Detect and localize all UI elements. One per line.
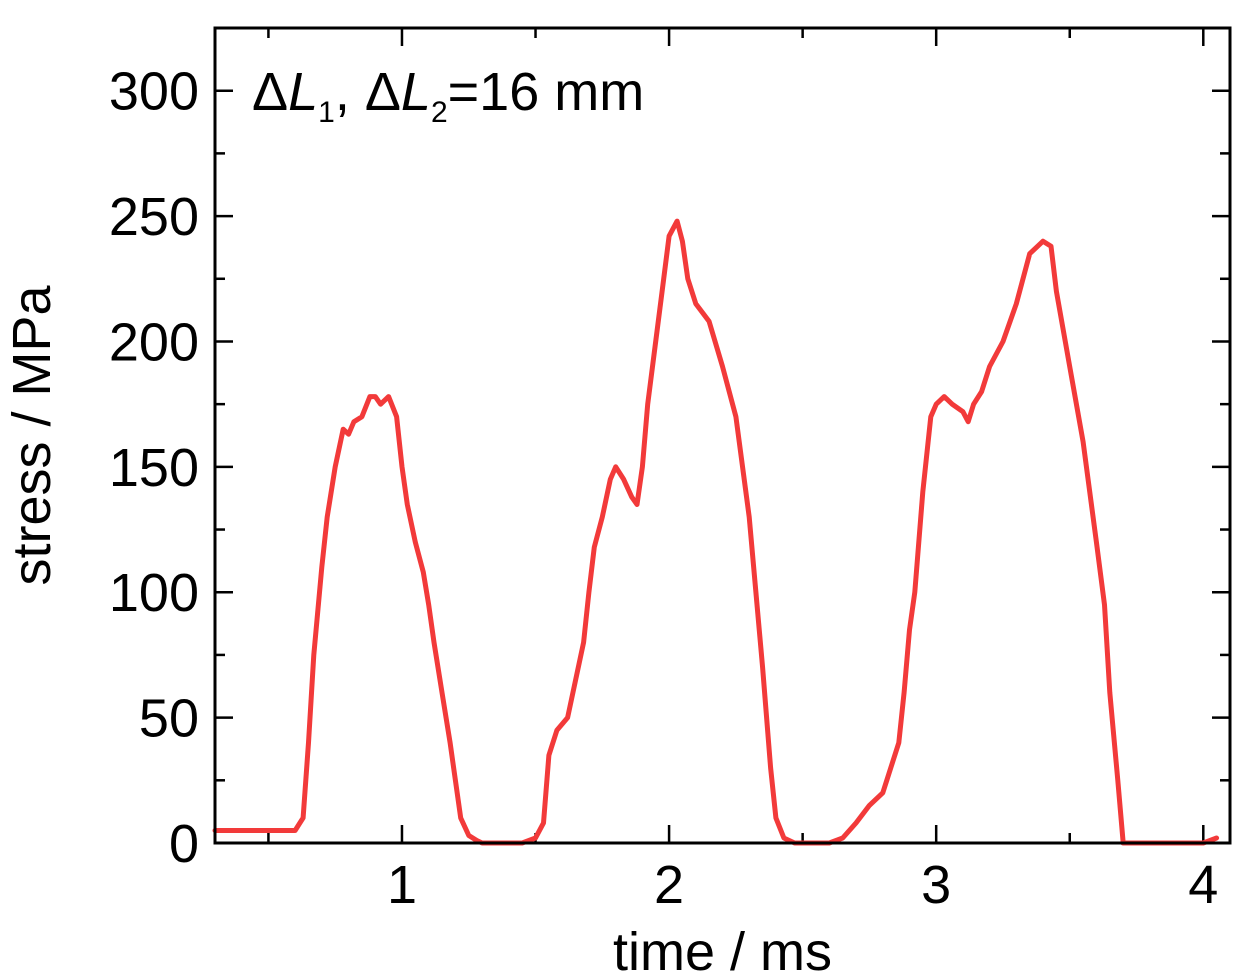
axis-ticks bbox=[215, 26, 1230, 845]
x-tick-label: 3 bbox=[921, 855, 951, 915]
x-tick-label: 2 bbox=[654, 855, 684, 915]
y-tick-label: 0 bbox=[169, 814, 199, 874]
stress-series-line bbox=[212, 218, 1220, 846]
y-tick-label: 150 bbox=[109, 438, 199, 498]
x-axis-label: time / ms bbox=[613, 922, 832, 976]
tick-labels: 0 50 100 150 200 250 300 1 2 3 4 bbox=[109, 62, 1218, 915]
annotation-sub1: 1 bbox=[318, 96, 335, 129]
annotation: ΔL1, ΔL2=16 mm bbox=[252, 62, 644, 129]
y-tick-label: 50 bbox=[139, 689, 199, 749]
plot-frame bbox=[213, 26, 1232, 845]
annotation-text: ΔL1, ΔL2=16 mm bbox=[252, 62, 644, 129]
x-tick-label: 1 bbox=[387, 855, 417, 915]
annotation-delta1: Δ bbox=[252, 62, 288, 122]
annotation-sep: , bbox=[335, 62, 365, 122]
y-tick-label: 300 bbox=[109, 62, 199, 122]
x-tick-label: 4 bbox=[1188, 855, 1218, 915]
y-tick-label: 200 bbox=[109, 312, 199, 372]
annotation-sub2: 2 bbox=[431, 96, 448, 129]
y-axis-label: stress / MPa bbox=[2, 285, 62, 586]
annotation-rest: =16 mm bbox=[448, 62, 645, 122]
series-group bbox=[212, 218, 1220, 846]
annotation-var2: L bbox=[401, 62, 431, 122]
y-tick-label: 250 bbox=[109, 187, 199, 247]
y-tick-label: 100 bbox=[109, 563, 199, 623]
annotation-var1: L bbox=[288, 62, 318, 122]
annotation-delta2: Δ bbox=[365, 62, 401, 122]
